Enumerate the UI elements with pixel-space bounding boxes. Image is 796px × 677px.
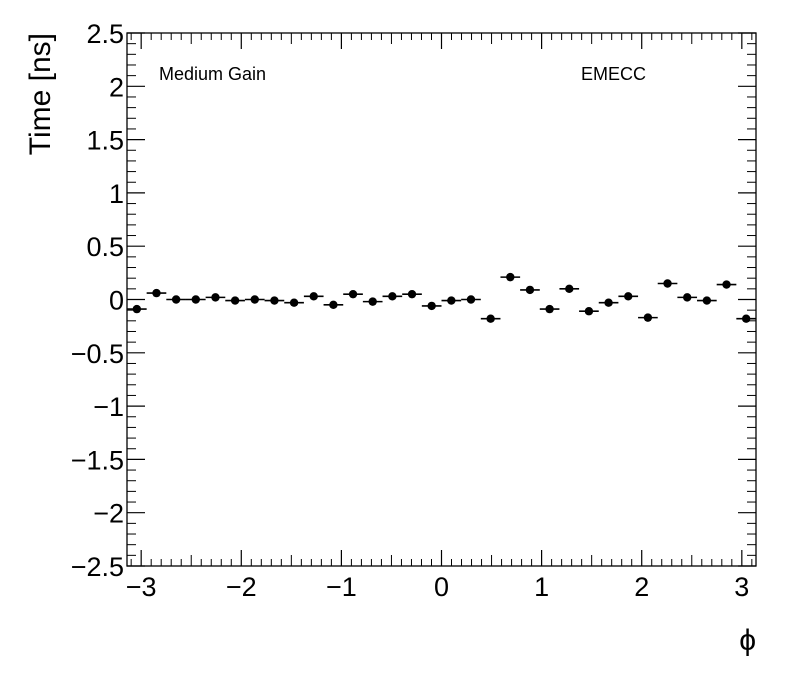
y-tick-label: −1 [93, 392, 124, 422]
data-marker [211, 293, 220, 302]
data-point [146, 288, 167, 298]
data-marker [368, 297, 377, 306]
data-point [677, 293, 698, 302]
data-marker [486, 314, 495, 323]
data-point [461, 295, 481, 304]
data-marker [624, 292, 633, 301]
x-tick-label: −1 [326, 572, 357, 602]
data-marker [663, 279, 672, 288]
data-point [697, 296, 717, 305]
data-marker [250, 295, 259, 304]
y-tick-label: 1 [109, 179, 124, 209]
data-marker [152, 288, 161, 298]
data-point [303, 292, 324, 301]
data-point [638, 313, 658, 322]
x-tick-label: −3 [126, 572, 157, 602]
data-marker [230, 296, 240, 305]
x-tick-label: 0 [434, 572, 449, 602]
data-point [539, 304, 560, 314]
data-point [127, 304, 147, 314]
data-point [244, 295, 265, 304]
data-marker [447, 296, 456, 305]
data-point [402, 289, 422, 299]
data-marker [348, 289, 358, 299]
data-point [618, 292, 639, 301]
data-marker [191, 295, 200, 304]
data-point [716, 280, 737, 289]
data-point [579, 307, 599, 316]
data-marker [741, 314, 751, 323]
x-tick-label: 3 [734, 572, 749, 602]
data-point [264, 296, 285, 305]
data-point [736, 314, 756, 323]
data-marker [604, 298, 613, 307]
data-marker [525, 285, 535, 295]
y-tick-label: 0.5 [86, 232, 124, 262]
data-marker [565, 284, 574, 294]
data-point [520, 285, 540, 295]
data-point [500, 272, 521, 282]
x-tick-label: 2 [634, 572, 649, 602]
data-point [166, 295, 186, 304]
data-marker [683, 293, 692, 302]
data-points-layer [127, 272, 756, 323]
data-marker [427, 301, 436, 311]
data-point [559, 284, 580, 294]
data-point [205, 293, 226, 302]
y-tick-label: −2 [93, 499, 124, 529]
data-marker [388, 292, 397, 301]
data-marker [466, 295, 476, 304]
annotation-medium-gain: Medium Gain [159, 64, 266, 84]
data-marker [584, 307, 594, 316]
data-marker [329, 300, 338, 310]
data-marker [309, 292, 318, 301]
data-marker [270, 296, 279, 305]
y-tick-label: 0 [109, 286, 124, 316]
data-point [284, 298, 304, 307]
data-point [598, 298, 619, 307]
plot-frame [126, 32, 757, 567]
data-marker [643, 313, 653, 322]
tick-labels-layer: −3 −2 −1 0 1 2 3 −2.5 −2 −1.5 −1 −0.5 0 0.5 1 1.5 2 2.5 [71, 19, 750, 602]
data-marker [171, 295, 181, 304]
data-point [657, 279, 678, 288]
data-marker [289, 298, 299, 307]
annotation-emecc: EMECC [581, 64, 646, 84]
x-axis-title: ϕ [739, 624, 756, 657]
data-point [382, 292, 403, 301]
data-point [343, 289, 363, 299]
data-marker [506, 272, 515, 282]
y-axis-title: Time [ns] [24, 33, 57, 155]
data-point [362, 297, 383, 306]
data-point [441, 296, 462, 305]
data-marker [722, 280, 731, 289]
data-marker [407, 289, 417, 299]
data-marker [545, 304, 554, 314]
x-tick-label: −2 [226, 572, 257, 602]
data-point [421, 301, 442, 311]
y-tick-label: 1.5 [86, 126, 124, 156]
y-tick-label: 2 [109, 72, 124, 102]
y-tick-label: −2.5 [71, 552, 124, 582]
data-marker [132, 304, 142, 314]
data-point [480, 314, 501, 323]
data-point [225, 296, 245, 305]
data-point [185, 295, 206, 304]
ticks-layer [127, 32, 756, 567]
data-marker [702, 296, 712, 305]
x-tick-label: 1 [534, 572, 549, 602]
y-tick-label: −1.5 [71, 445, 124, 475]
y-tick-label: 2.5 [86, 19, 124, 49]
y-tick-label: −0.5 [71, 339, 124, 369]
data-point [323, 300, 344, 310]
